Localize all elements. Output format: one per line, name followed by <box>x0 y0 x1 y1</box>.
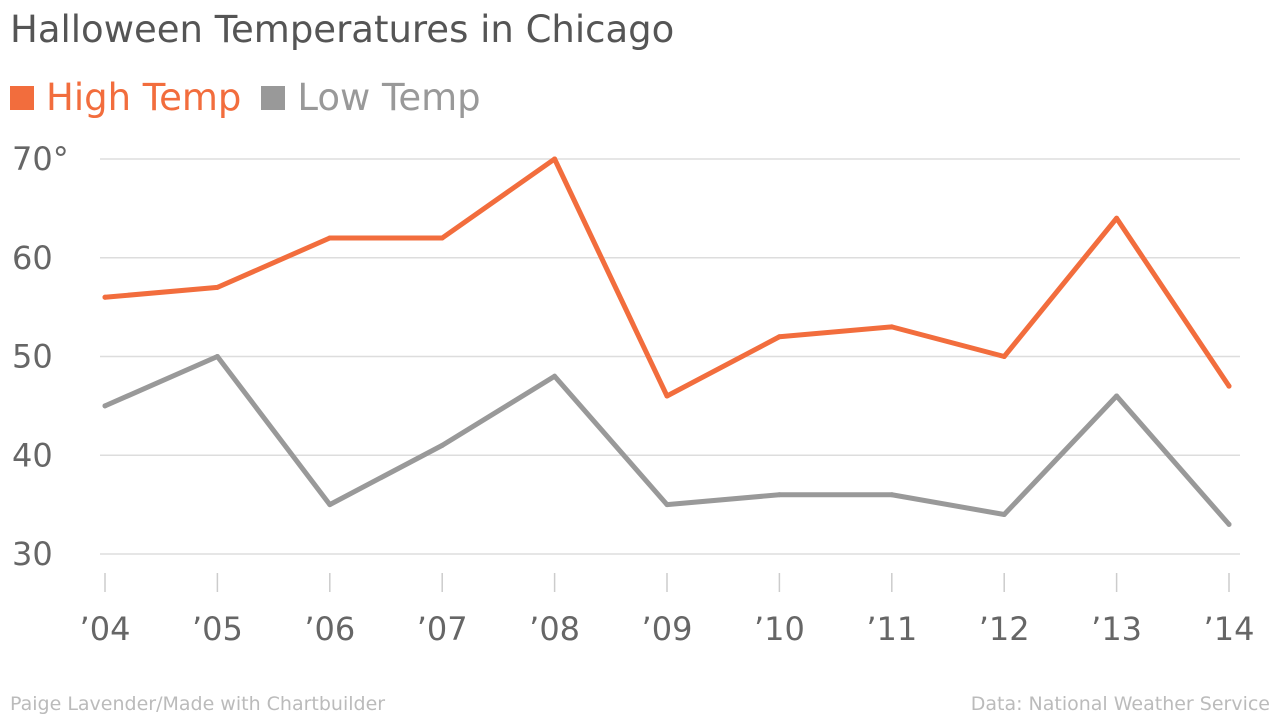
x-tick-label: ’04 <box>80 610 131 648</box>
y-tick-label: 40 <box>12 436 53 474</box>
legend-item-low: Low Temp <box>261 76 481 119</box>
x-tick-label: ’09 <box>642 610 693 648</box>
legend-item-high: High Temp <box>10 76 241 119</box>
data-point-low-temp <box>1001 512 1007 517</box>
data-point-low-temp <box>102 403 108 409</box>
x-tick-label: ’10 <box>754 610 805 648</box>
data-point-low-temp <box>1226 521 1232 527</box>
x-tick-label: ’12 <box>979 610 1030 648</box>
series-line-high-temp <box>102 156 1232 399</box>
data-point-low-temp <box>889 492 895 498</box>
data-point-low-temp <box>439 442 445 448</box>
legend-swatch-high <box>10 85 34 110</box>
y-tick-label: 70° <box>12 140 69 178</box>
x-tick-label: ’06 <box>304 610 355 648</box>
x-tick-label: ’11 <box>866 610 917 648</box>
data-point-high-temp <box>889 324 895 330</box>
data-point-low-temp <box>1114 393 1120 399</box>
footer-credit: Paige Lavender/Made with Chartbuilder <box>10 693 386 715</box>
legend-swatch-low <box>261 85 286 110</box>
data-point-high-temp <box>102 294 108 300</box>
data-point-high-temp <box>439 235 445 241</box>
data-point-low-temp <box>776 492 782 498</box>
data-point-low-temp <box>552 373 558 379</box>
legend-label-low: Low Temp <box>297 76 481 119</box>
series-line-low-temp <box>102 354 1232 527</box>
data-point-low-temp <box>214 354 220 359</box>
footer-source: Data: National Weather Service <box>970 693 1270 715</box>
data-point-low-temp <box>327 502 333 508</box>
chart-legend: High Temp Low Temp <box>10 76 501 119</box>
x-tick-label: ’14 <box>1204 610 1255 648</box>
chart-title: Halloween Temperatures in Chicago <box>10 8 675 51</box>
data-point-high-temp <box>1226 383 1232 389</box>
y-tick-label: 50 <box>12 338 53 376</box>
y-tick-label: 60 <box>12 239 53 277</box>
data-point-high-temp <box>1114 215 1120 221</box>
data-point-high-temp <box>552 156 558 162</box>
x-tick-label: ’05 <box>192 610 243 648</box>
data-point-high-temp <box>776 334 782 340</box>
data-point-high-temp <box>214 284 220 290</box>
x-tick-label: ’08 <box>529 610 580 648</box>
x-tick-label: ’07 <box>417 610 468 648</box>
data-point-high-temp <box>664 393 670 399</box>
data-point-low-temp <box>664 502 670 508</box>
legend-label-high: High Temp <box>46 76 242 119</box>
y-tick-label: 30 <box>12 535 53 573</box>
data-point-high-temp <box>327 235 333 241</box>
x-tick-label: ’13 <box>1091 610 1142 648</box>
data-point-high-temp <box>1001 354 1007 359</box>
